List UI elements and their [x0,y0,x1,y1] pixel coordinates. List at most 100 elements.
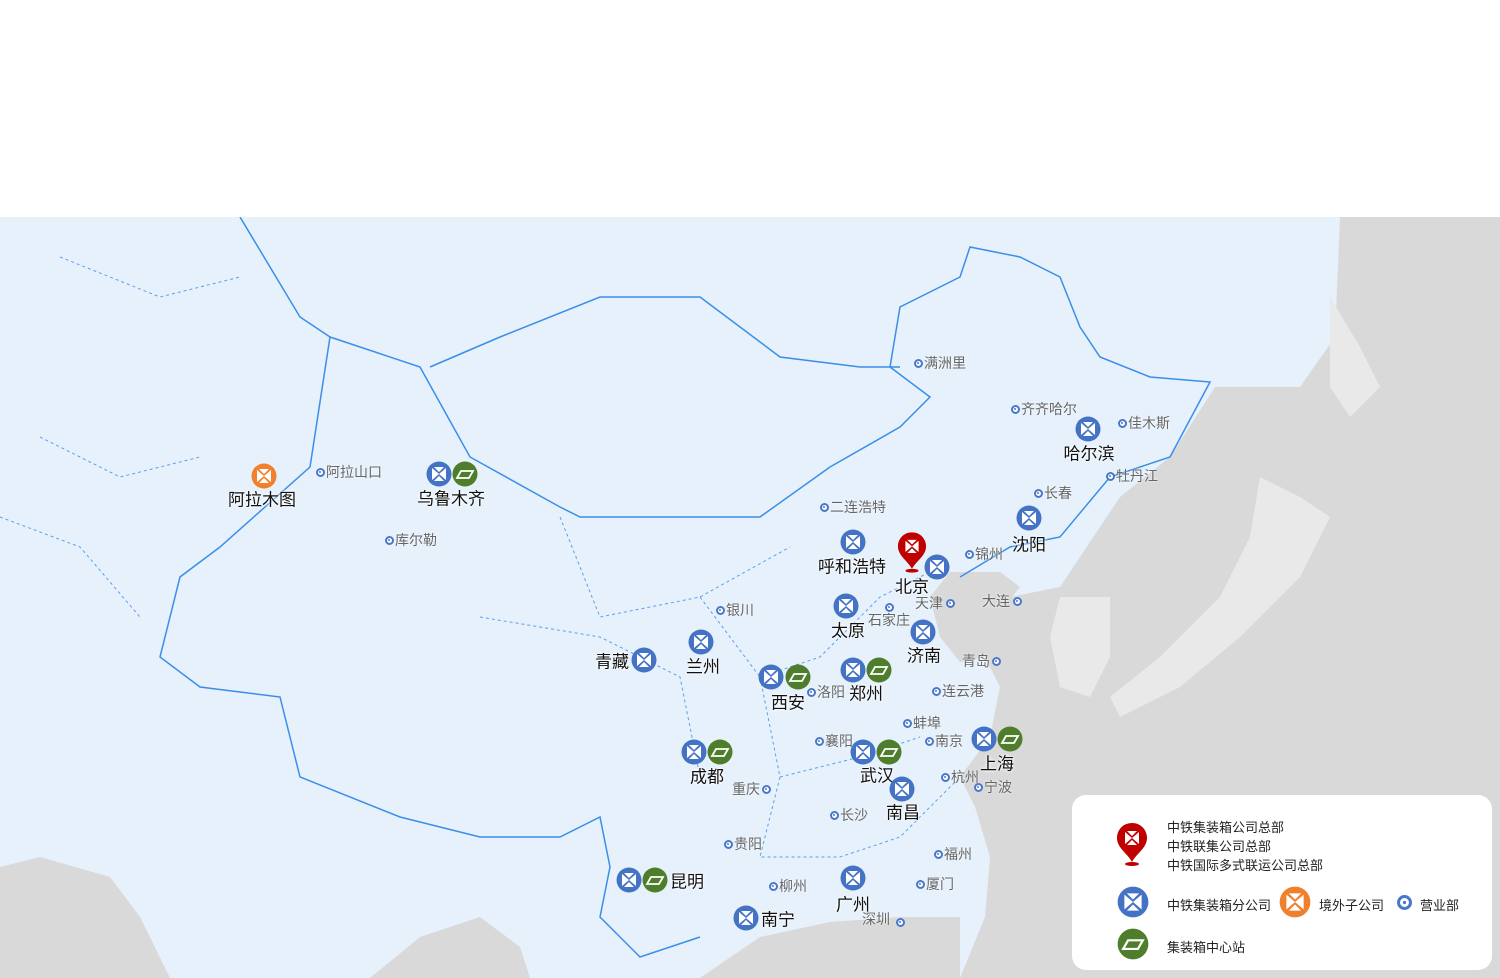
office-label[interactable]: 阿拉山口 [326,465,382,481]
legend-office: 营业部 [1420,899,1460,914]
office-icon[interactable] [1033,488,1043,498]
office-icon[interactable] [814,736,824,746]
office-icon[interactable] [924,736,934,746]
office-label[interactable]: 长沙 [840,808,868,824]
hq-pin-icon[interactable] [897,531,927,573]
office-label[interactable]: 满洲里 [924,356,966,372]
office-icon[interactable] [1105,471,1115,481]
office-label[interactable]: 重庆 [732,782,760,798]
branch-icon[interactable] [733,905,759,931]
office-icon[interactable] [945,598,955,608]
office-icon[interactable] [964,549,974,559]
office-icon[interactable] [931,686,941,696]
office-label[interactable]: 贵阳 [734,837,762,853]
branch-icon[interactable] [840,529,866,555]
station-icon[interactable] [785,664,811,690]
city-label[interactable]: 昆明 [670,872,704,893]
station-icon[interactable] [452,461,478,487]
office-label[interactable]: 杭州 [951,770,979,786]
office-icon[interactable] [933,849,943,859]
office-icon[interactable] [723,839,733,849]
office-label[interactable]: 大连 [982,594,1010,610]
city-label[interactable]: 北京 [895,577,929,598]
office-icon[interactable] [829,810,839,820]
branch-icon[interactable] [758,664,784,690]
branch-icon[interactable] [1075,416,1101,442]
office-label[interactable]: 佳木斯 [1128,416,1170,432]
office-icon [1397,895,1412,910]
branch-icon[interactable] [833,593,859,619]
city-label[interactable]: 武汉 [860,766,894,787]
city-label[interactable]: 南昌 [886,803,920,824]
branch-icon[interactable] [971,726,997,752]
branch-icon[interactable] [681,739,707,765]
office-label[interactable]: 牡丹江 [1116,469,1158,485]
office-label[interactable]: 福州 [944,847,972,863]
city-label[interactable]: 成都 [690,767,724,788]
city-label[interactable]: 太原 [831,621,865,642]
city-label[interactable]: 阿拉木图 [228,490,296,511]
office-label[interactable]: 库尔勒 [395,533,437,549]
office-icon[interactable] [384,535,394,545]
station-icon[interactable] [707,739,733,765]
city-label[interactable]: 呼和浩特 [818,557,886,578]
office-icon[interactable] [915,879,925,889]
office-label[interactable]: 青岛 [962,654,990,670]
office-label[interactable]: 连云港 [942,684,984,700]
office-label[interactable]: 长春 [1044,486,1072,502]
southwest-region [0,857,530,978]
office-label[interactable]: 厦门 [926,877,954,893]
city-label[interactable]: 郑州 [849,684,883,705]
office-label[interactable]: 宁波 [984,780,1012,796]
city-label[interactable]: 南宁 [761,910,795,931]
office-icon[interactable] [819,502,829,512]
branch-icon[interactable] [631,647,657,673]
station-icon[interactable] [642,867,668,893]
office-label[interactable]: 天津 [915,596,943,612]
city-label[interactable]: 哈尔滨 [1063,444,1115,465]
branch-icon[interactable] [1016,505,1042,531]
office-icon[interactable] [913,358,923,368]
branch-icon[interactable] [426,461,452,487]
city-label[interactable]: 兰州 [686,657,720,678]
station-icon[interactable] [997,726,1023,752]
city-label[interactable]: 广州 [836,895,870,916]
office-icon[interactable] [761,784,771,794]
city-label[interactable]: 乌鲁木齐 [417,489,485,510]
office-label[interactable]: 襄阳 [825,734,853,750]
office-icon[interactable] [1010,404,1020,414]
office-icon[interactable] [315,467,325,477]
office-icon[interactable] [768,881,778,891]
office-icon[interactable] [884,602,894,612]
office-icon[interactable] [715,605,725,615]
office-icon[interactable] [940,772,950,782]
office-icon[interactable] [902,718,912,728]
office-label[interactable]: 深圳 [862,912,890,928]
office-icon[interactable] [1117,418,1127,428]
office-icon[interactable] [991,656,1001,666]
office-label[interactable]: 蚌埠 [913,716,941,732]
legend-branch: 中铁集装箱分公司 [1167,899,1272,914]
office-icon[interactable] [973,782,983,792]
branch-icon[interactable] [840,865,866,891]
office-label[interactable]: 二连浩特 [830,500,886,516]
branch-icon[interactable] [688,629,714,655]
office-label[interactable]: 石家庄 [868,613,910,629]
branch-icon[interactable] [616,867,642,893]
city-label[interactable]: 沈阳 [1012,535,1046,556]
city-label[interactable]: 上海 [980,754,1014,775]
bohai-sea [930,572,1020,662]
office-label[interactable]: 柳州 [779,879,807,895]
map[interactable]: 阿拉木图 乌鲁木齐呼和浩特 北京 沈阳 哈尔滨太原济南兰州 青藏西安 郑州成都 武汉 上海南昌广… [0,217,1500,978]
city-label[interactable]: 青藏 [595,652,629,673]
office-label[interactable]: 南京 [935,734,963,750]
office-icon[interactable] [895,917,905,927]
office-icon[interactable] [1012,596,1022,606]
city-label[interactable]: 济南 [907,646,941,667]
office-label[interactable]: 齐齐哈尔 [1021,402,1077,418]
city-label[interactable]: 西安 [771,693,805,714]
office-label[interactable]: 锦州 [975,547,1003,563]
office-label[interactable]: 银川 [726,603,754,619]
office-label[interactable]: 洛阳 [817,685,845,701]
office-icon[interactable] [806,687,816,697]
